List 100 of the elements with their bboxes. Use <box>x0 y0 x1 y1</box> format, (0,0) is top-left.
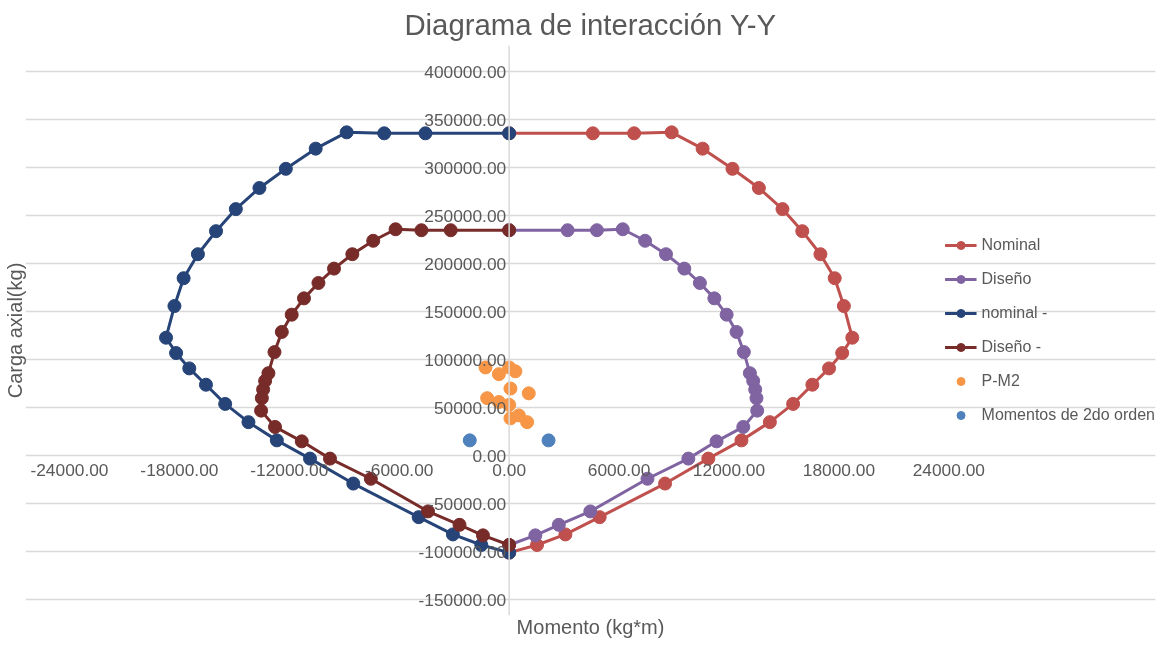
point <box>592 510 607 525</box>
y-tick-label: 50000.00 <box>433 397 507 418</box>
point <box>521 386 536 401</box>
point <box>418 126 433 141</box>
point <box>795 224 810 239</box>
point <box>254 403 269 418</box>
x-tick-label: -6000.00 <box>365 459 434 480</box>
point <box>198 377 213 392</box>
point <box>707 291 722 306</box>
legend-label: Diseño - <box>981 338 1042 356</box>
point <box>692 276 707 290</box>
point <box>388 222 403 237</box>
y-tick-label: 400000.00 <box>424 61 507 82</box>
point <box>491 367 506 382</box>
point <box>508 364 523 379</box>
point <box>725 161 740 176</box>
point <box>176 271 191 286</box>
y-axis-title: Carga axial(kg) <box>3 262 26 399</box>
point <box>836 299 851 314</box>
point <box>159 330 174 345</box>
point <box>786 396 801 411</box>
point <box>551 517 566 532</box>
point <box>729 324 744 339</box>
point <box>589 223 604 238</box>
x-tick-label: -12000.00 <box>250 459 329 480</box>
legend-label: Nominal <box>981 236 1041 254</box>
y-tick-label: 350000.00 <box>424 109 507 130</box>
point <box>308 141 323 156</box>
point <box>511 408 526 423</box>
point <box>528 528 543 543</box>
y-tick-label: -150000.00 <box>418 589 507 610</box>
point <box>762 415 777 430</box>
point <box>805 377 820 392</box>
point <box>813 247 828 262</box>
point <box>228 202 243 217</box>
point <box>346 476 361 491</box>
point <box>775 202 790 217</box>
point <box>736 345 751 360</box>
point <box>254 391 269 406</box>
point <box>411 510 426 525</box>
point <box>845 330 860 345</box>
point <box>664 125 679 140</box>
x-tick-label: 6000.00 <box>587 459 651 480</box>
point <box>558 527 573 542</box>
point <box>615 222 630 237</box>
point <box>209 224 224 239</box>
point <box>267 345 282 360</box>
point <box>284 307 299 322</box>
point <box>658 247 673 262</box>
point <box>749 391 764 406</box>
y-tick-label: 150000.00 <box>424 301 507 322</box>
point <box>751 181 766 195</box>
point <box>452 517 467 532</box>
x-tick-label: -24000.00 <box>30 459 109 480</box>
point <box>296 291 311 306</box>
point <box>475 528 490 543</box>
x-tick-label: 24000.00 <box>912 459 985 480</box>
point <box>658 476 673 491</box>
point <box>695 141 710 156</box>
point <box>585 126 600 141</box>
y-tick-label: 100000.00 <box>424 349 507 370</box>
point <box>311 276 326 290</box>
point <box>167 299 182 314</box>
point <box>274 324 289 339</box>
point <box>445 527 460 542</box>
point <box>268 419 283 434</box>
point <box>750 403 765 418</box>
x-axis-title: Momento (kg*m) <box>516 615 665 638</box>
x-tick-label: 18000.00 <box>802 459 876 480</box>
y-tick-label: 300000.00 <box>424 157 507 178</box>
point <box>218 396 233 411</box>
x-tick-label: 12000.00 <box>692 459 766 480</box>
point <box>835 346 850 361</box>
point <box>278 161 293 176</box>
point <box>627 126 642 141</box>
point <box>322 451 337 466</box>
y-tick-label: 200000.00 <box>424 253 507 274</box>
legend-label: P-M2 <box>981 372 1020 390</box>
point <box>462 433 477 448</box>
point <box>366 233 381 248</box>
point <box>827 271 842 286</box>
point <box>252 181 267 195</box>
y-tick-label: 250000.00 <box>424 205 507 226</box>
point <box>638 233 653 248</box>
point <box>681 451 696 466</box>
point <box>182 361 197 376</box>
x-tick-label: -18000.00 <box>140 459 219 480</box>
point <box>709 434 724 449</box>
point <box>190 247 205 262</box>
point <box>736 419 751 434</box>
point <box>414 223 429 238</box>
point <box>339 125 354 140</box>
point <box>677 261 692 276</box>
legend-label: Momentos de 2do orden <box>981 406 1155 424</box>
point <box>269 433 284 448</box>
point <box>327 261 342 276</box>
point <box>294 434 309 449</box>
point <box>345 247 360 262</box>
point <box>583 504 598 519</box>
point <box>560 223 575 238</box>
